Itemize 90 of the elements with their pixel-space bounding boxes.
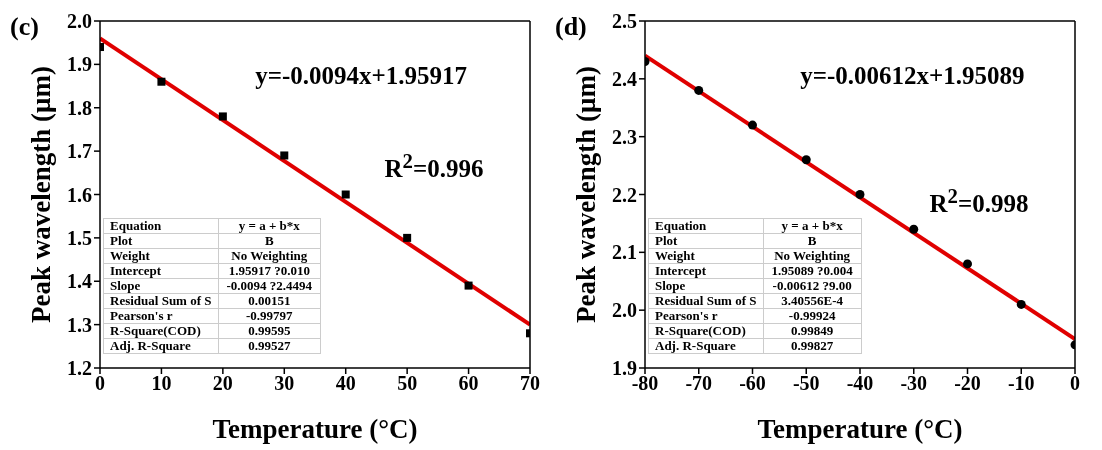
- annotation: y = a + b*x: [763, 217, 862, 233]
- x-tick-label: -20: [954, 372, 981, 395]
- annotation: Slope: [648, 277, 763, 293]
- chart-title: (c): [10, 12, 39, 42]
- point: [855, 190, 865, 199]
- annotation: 0.00151: [218, 292, 321, 308]
- annotation: 1.95917 ?0.010: [218, 262, 321, 278]
- point: [157, 77, 166, 86]
- annotation: Residual Sum of S: [648, 292, 763, 308]
- y-axis-title: Peak wavelength (μm): [25, 66, 56, 323]
- y-tick-label: 1.2: [67, 357, 92, 380]
- y-tick-label: 1.6: [67, 183, 92, 206]
- annotation: -0.00612 ?9.00: [763, 277, 862, 293]
- annotation: Intercept: [648, 262, 763, 278]
- chart-title: (d): [555, 12, 587, 42]
- x-tick-label: 20: [212, 372, 233, 395]
- annotation: Residual Sum of S: [103, 292, 218, 308]
- x-tick-label: -50: [792, 372, 820, 395]
- annotation: No Weighting: [763, 247, 862, 263]
- annotation: Pearson's r: [648, 307, 763, 323]
- annotation: Plot: [103, 232, 218, 248]
- x-tick-label: 10: [151, 372, 172, 395]
- point: [748, 120, 757, 130]
- x-tick-label: 30: [274, 372, 295, 395]
- annotation: y = a + b*x: [218, 217, 321, 233]
- point: [280, 151, 289, 160]
- annotation: Equation: [103, 217, 218, 233]
- x-tick-label: 60: [458, 372, 479, 395]
- annotation: Adj. R-Square: [648, 337, 763, 353]
- annotation: 1.95089 ?0.004: [763, 262, 862, 278]
- y-tick-label: 1.3: [67, 313, 92, 336]
- point: [464, 281, 473, 290]
- y-tick-label: 1.4: [67, 270, 92, 293]
- annotation: y=-0.00612x+1.95089: [800, 61, 1025, 90]
- x-tick-label: 0: [95, 372, 105, 395]
- annotation: B: [763, 232, 862, 248]
- annotation: No Weighting: [218, 247, 321, 263]
- x-tick-label: -30: [900, 372, 928, 395]
- point: [963, 259, 972, 269]
- y-tick-label: 1.5: [67, 226, 92, 249]
- x-tick-label: -70: [685, 372, 713, 395]
- y-tick-label: 2.5: [612, 10, 637, 33]
- point: [403, 233, 412, 242]
- y-tick-label: 2.0: [67, 10, 92, 33]
- x-tick-label: 0: [1070, 372, 1080, 395]
- annotation: y=-0.0094x+1.95917: [255, 61, 467, 90]
- x-tick-label: 70: [520, 372, 540, 395]
- x-tick-label: 50: [397, 372, 418, 395]
- y-axis-title: Peak wavelength (μm): [570, 66, 601, 323]
- annotation: Intercept: [103, 262, 218, 278]
- point: [909, 224, 919, 234]
- annotation: -0.0094 ?2.4494: [218, 277, 321, 293]
- annotation: 3.40556E-4: [763, 292, 862, 308]
- x-tick-label: -40: [846, 372, 874, 395]
- x-tick-label: -60: [739, 372, 766, 395]
- annotation: R-Square(COD): [648, 322, 763, 338]
- annotation: 0.99595: [218, 322, 321, 338]
- annotation: Weight: [648, 247, 763, 263]
- annotation: R$^{2}$=0.996: [384, 148, 484, 184]
- annotation: 0.99849: [763, 322, 862, 338]
- x-axis-title: Temperature (°C): [212, 414, 418, 444]
- y-tick-label: 2.3: [612, 125, 637, 148]
- y-tick-label: 1.7: [67, 140, 92, 163]
- point: [341, 190, 350, 199]
- y-tick-label: 1.9: [67, 53, 92, 76]
- annotation: Weight: [103, 247, 218, 263]
- annotation: -0.99797: [218, 307, 321, 323]
- x-tick-label: -10: [1007, 372, 1035, 395]
- y-tick-label: 2.0: [612, 299, 637, 322]
- annotation: R$^{2}$=0.998: [929, 183, 1029, 218]
- annotation: 0.99827: [763, 337, 862, 353]
- annotation: 0.99527: [218, 337, 321, 353]
- y-tick-label: 2.2: [612, 183, 637, 206]
- x-axis-title: Temperature (°C): [757, 414, 963, 444]
- annotation: R-Square(COD): [103, 322, 218, 338]
- annotation: Equation: [648, 217, 763, 233]
- annotation: Pearson's r: [103, 307, 218, 323]
- point: [694, 85, 704, 95]
- annotation: Plot: [648, 232, 763, 248]
- y-tick-label: 2.4: [612, 67, 637, 90]
- annotation: Slope: [103, 277, 218, 293]
- point: [801, 155, 811, 165]
- x-tick-label: 40: [335, 372, 356, 395]
- y-tick-label: 1.8: [67, 96, 92, 119]
- annotation: B: [218, 232, 321, 248]
- annotation: Adj. R-Square: [103, 337, 218, 353]
- point: [1016, 299, 1026, 309]
- annotation: -0.99924: [763, 307, 862, 323]
- point: [218, 112, 227, 121]
- y-tick-label: 2.1: [612, 241, 637, 264]
